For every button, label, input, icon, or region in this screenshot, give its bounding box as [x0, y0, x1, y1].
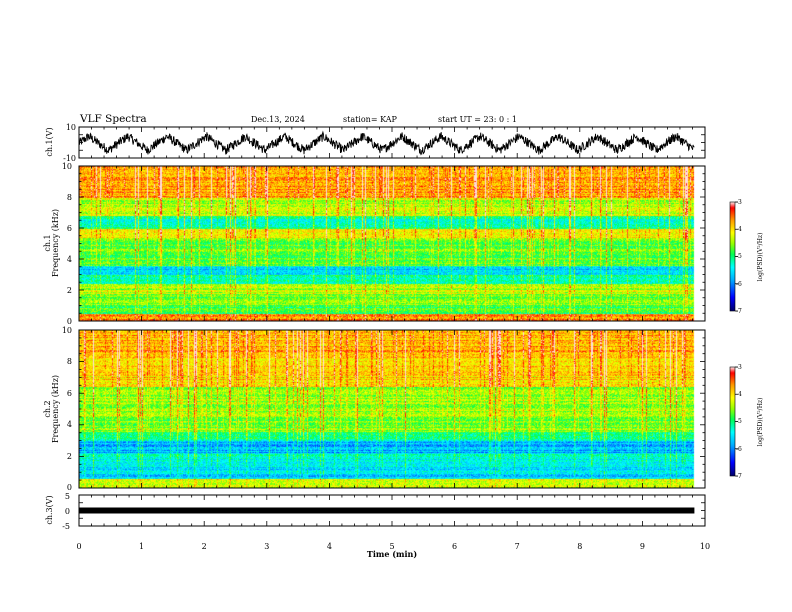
x-tick-label: 8 [577, 542, 582, 551]
ch2-spectrogram-image [79, 330, 705, 488]
x-tick-label: 9 [640, 542, 645, 551]
date-label: Dec.13, 2024 [251, 115, 305, 124]
ch1-spec-ytick-0: 0 [67, 317, 72, 326]
x-tick-label: 4 [327, 542, 332, 551]
ch1-spec-ytick-4: 4 [67, 255, 72, 264]
ch2-spec-ytick-2: 2 [67, 452, 72, 461]
x-tick-label: 0 [76, 542, 81, 551]
ch2-spectrogram-panel: 0 2 4 6 8 10 ch.2 Frequency (kHz) -3 -4 … [43, 326, 764, 492]
x-tick-label: 3 [264, 542, 269, 551]
x-tick-label: 5 [389, 542, 394, 551]
ch2-spec-ylabel-ch: ch.2 [43, 400, 52, 417]
ch1-cbar-tick-m3: -3 [736, 199, 742, 206]
ch3-ylabel: ch.3(V) [45, 495, 54, 524]
x-tick-label: 7 [515, 542, 520, 551]
ch3-ytick-m5: -5 [62, 522, 70, 531]
x-axis-label: Time (min) [367, 549, 417, 559]
axis-ticks [78, 126, 738, 527]
ch1-spec-ytick-10: 10 [62, 162, 72, 171]
ch3-ytick-0: 0 [65, 507, 70, 516]
ch1-cbar-tick-m5: -5 [736, 253, 742, 260]
ch1-spec-ylabel-ch: ch.1 [43, 234, 52, 251]
ch1-ytick-bottom: -10 [63, 154, 76, 163]
ch1-cbar-tick-m7: -7 [736, 308, 742, 315]
ch1-spec-ytick-2: 2 [67, 286, 72, 295]
ch2-cbar-tick-m6: -6 [736, 446, 742, 453]
ch1-ytick-top: 10 [66, 123, 76, 132]
ch1-cbar-label: log(PSD)(V²/Hz) [757, 233, 764, 282]
ch2-spec-ytick-8: 8 [67, 357, 72, 366]
station-label: station= KAP [343, 115, 398, 124]
x-tick-label: 6 [452, 542, 457, 551]
ch2-colorbar [730, 367, 735, 476]
ch1-ylabel: ch.1(V) [45, 127, 54, 156]
ch1-spec-ylabel-freq: Frequency (kHz) [51, 209, 60, 277]
x-tick-label: 2 [202, 542, 207, 551]
ch1-colorbar [730, 202, 735, 311]
ch2-cbar-tick-m3: -3 [736, 364, 742, 371]
ch2-cbar-tick-m5: -5 [736, 418, 742, 425]
ch1-spectrogram-image [79, 166, 705, 321]
x-tick-label: 1 [139, 542, 144, 551]
ch1-waveform-panel: 10 -10 ch.1(V) [45, 123, 706, 163]
ch2-spec-ytick-0: 0 [67, 483, 72, 492]
ch3-waveform-line [79, 507, 695, 514]
ch1-spec-ytick-8: 8 [67, 193, 72, 202]
ch1-cbar-tick-m4: -4 [736, 226, 742, 233]
start-ut-label: start UT = 23: 0 : 1 [438, 115, 517, 124]
ch2-spec-ylabel-freq: Frequency (kHz) [51, 375, 60, 443]
ch2-cbar-tick-m7: -7 [736, 473, 742, 480]
ch1-spec-ytick-6: 6 [67, 224, 72, 233]
figure-title: VLF Spectra [79, 113, 147, 125]
ch2-cbar-tick-m4: -4 [736, 391, 742, 398]
ch3-waveform-panel: 5 0 -5 ch.3(V) 0 1 2 3 4 5 6 7 8 9 10 Time (min) [45, 492, 710, 559]
ch2-spec-ytick-6: 6 [67, 389, 72, 398]
ch1-cbar-tick-m6: -6 [736, 281, 742, 288]
ch1-spectrogram-panel: 0 2 4 6 8 10 ch.1 Frequency (kHz) -3 -4 … [43, 162, 764, 326]
ch2-spec-ytick-10: 10 [62, 326, 72, 335]
ch1-waveform-line [78, 130, 695, 156]
x-tick-label: 10 [700, 542, 710, 551]
ch3-ytick-5: 5 [65, 492, 70, 501]
ch2-spec-ytick-4: 4 [67, 420, 72, 429]
ch2-cbar-label: log(PSD)(V²/Hz) [757, 398, 764, 447]
